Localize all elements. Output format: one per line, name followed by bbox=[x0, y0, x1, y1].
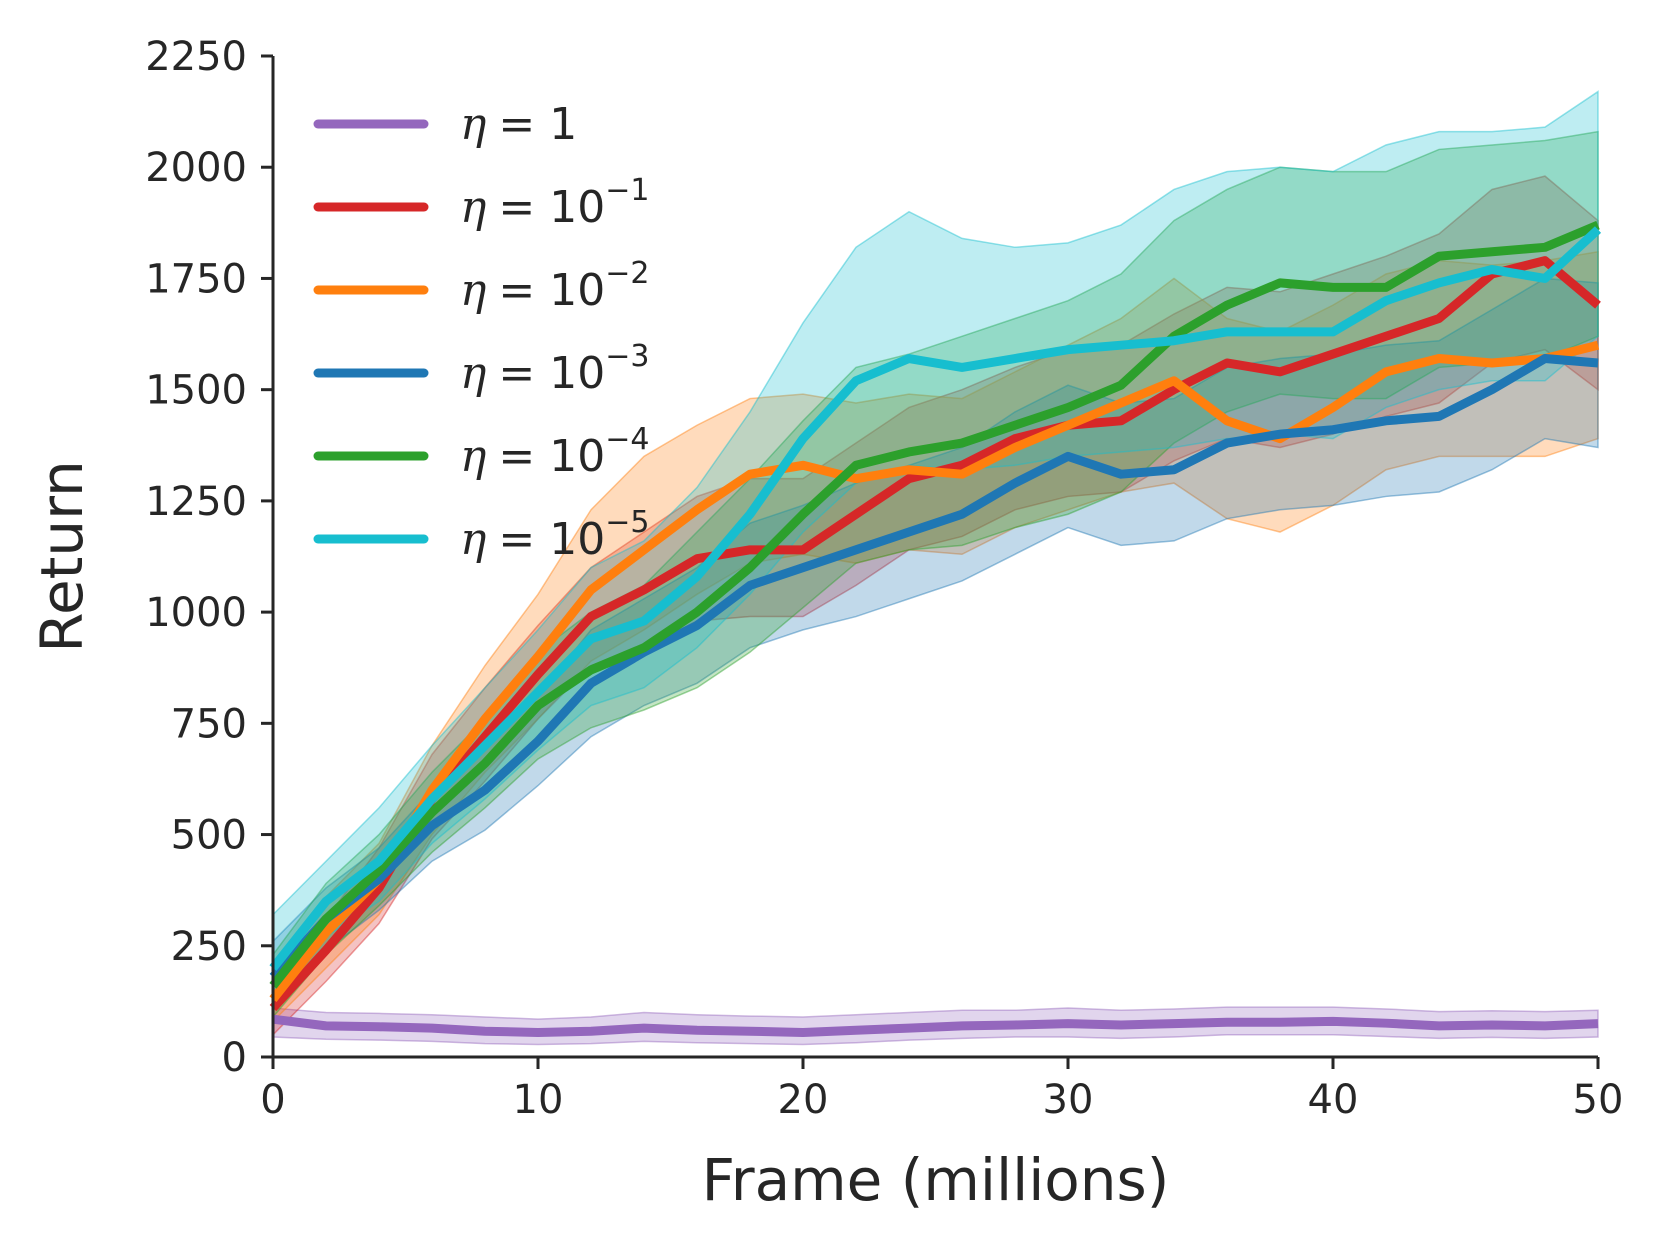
x-tick-label: 20 bbox=[778, 1077, 829, 1123]
legend-base-text: = 10 bbox=[498, 182, 605, 233]
y-tick-label: 1500 bbox=[145, 368, 247, 414]
legend-eta-symbol: η bbox=[460, 348, 486, 399]
legend-base-text: = 10 bbox=[498, 514, 605, 565]
legend-label: η = 10−3 bbox=[460, 339, 649, 399]
x-axis-ticks: 0 10 20 30 40 50 bbox=[260, 1057, 1623, 1123]
x-tick-label: 40 bbox=[1308, 1077, 1359, 1123]
legend: η = 1η = 10−1η = 10−2η = 10−3η = 10−4η = 10−5 bbox=[313, 99, 649, 565]
legend-label: η = 10−2 bbox=[460, 256, 649, 316]
x-tick-label: 30 bbox=[1043, 1077, 1094, 1123]
legend-label: η = 10−4 bbox=[460, 422, 649, 482]
legend-exponent: −3 bbox=[605, 339, 649, 374]
legend-base-text: = 10 bbox=[498, 431, 605, 482]
x-tick-label: 0 bbox=[260, 1077, 285, 1123]
x-tick-label: 50 bbox=[1573, 1077, 1624, 1123]
x-tick-label: 10 bbox=[513, 1077, 564, 1123]
y-tick-label: 2250 bbox=[145, 34, 247, 80]
series-3-line bbox=[269, 340, 1600, 1002]
legend-exponent: −5 bbox=[605, 505, 649, 540]
y-tick-label: 500 bbox=[171, 813, 247, 859]
y-axis-ticks: 0 250 500 750 1000 1250 1500 1750 2000 2250 bbox=[145, 34, 273, 1081]
y-tick-label: 2000 bbox=[145, 145, 247, 191]
legend-eta-symbol: η bbox=[460, 182, 486, 233]
y-tick-label: 1250 bbox=[145, 479, 247, 525]
legend-exponent: −4 bbox=[605, 422, 649, 457]
series-5-line bbox=[269, 220, 1600, 989]
y-tick-label: 750 bbox=[171, 701, 247, 747]
y-tick-label: 0 bbox=[222, 1035, 247, 1081]
legend-eta-symbol: η bbox=[460, 431, 486, 482]
series-4-line bbox=[269, 354, 1599, 980]
y-axis-label: Return bbox=[28, 460, 96, 652]
series-6-band bbox=[272, 90, 1599, 1011]
legend-label: η = 1 bbox=[460, 99, 577, 150]
legend-label: η = 10−1 bbox=[460, 173, 649, 233]
x-axis-label: Frame (millions) bbox=[702, 1146, 1170, 1214]
legend-base-text: = 10 bbox=[498, 265, 605, 316]
legend-exponent: −2 bbox=[605, 256, 649, 291]
y-tick-label: 1000 bbox=[145, 590, 247, 636]
legend-exponent: −1 bbox=[605, 173, 649, 208]
series-lines bbox=[269, 220, 1602, 1038]
legend-eta-symbol: η bbox=[460, 514, 486, 565]
legend-eta-symbol: η bbox=[460, 99, 486, 150]
series-3-band bbox=[272, 250, 1599, 1024]
series-5-band bbox=[272, 130, 1599, 1019]
y-tick-label: 1750 bbox=[145, 256, 247, 302]
series-6-line bbox=[269, 226, 1602, 971]
legend-base-text: = 1 bbox=[498, 99, 577, 150]
y-tick-label: 250 bbox=[171, 924, 247, 970]
legend-eta-symbol: η bbox=[460, 265, 486, 316]
legend-base-text: = 10 bbox=[498, 348, 605, 399]
legend-label: η = 10−5 bbox=[460, 505, 649, 565]
axes: 0 10 20 30 40 50 0 250 500 750 1000 1250 1500 1750 20… bbox=[145, 34, 1623, 1123]
series-1-line bbox=[272, 1014, 1599, 1038]
confidence-bands bbox=[272, 90, 1599, 1046]
